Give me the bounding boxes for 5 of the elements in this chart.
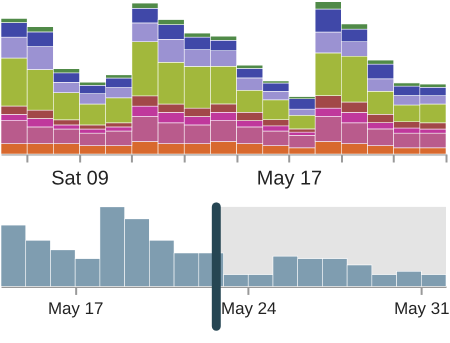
x-tick-label: Sat 09 [51,167,109,190]
x-tick-label: May 24 [221,298,276,318]
x-tick-label: May 17 [48,298,104,318]
x-tick-label: May 17 [256,167,322,190]
x-tick-label: May 31 [394,298,450,318]
